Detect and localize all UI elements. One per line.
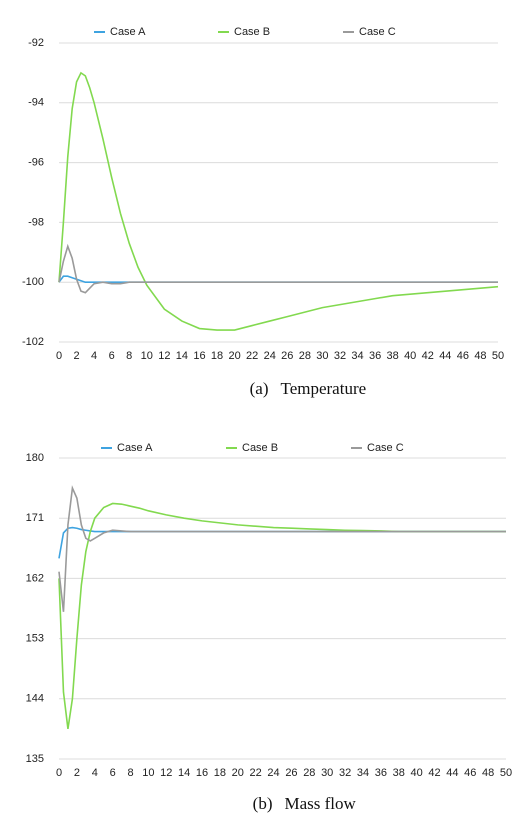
x-tick-label: 26 xyxy=(281,350,293,362)
y-tick-label: 171 xyxy=(26,512,44,524)
x-tick-label: 46 xyxy=(457,350,469,362)
x-tick-label: 46 xyxy=(464,767,476,779)
y-tick-label: 153 xyxy=(26,633,44,645)
x-tick-label: 40 xyxy=(404,350,416,362)
x-tick-label: 32 xyxy=(339,767,351,779)
x-tick-label: 36 xyxy=(375,767,387,779)
x-tick-label: 42 xyxy=(422,350,434,362)
line-series xyxy=(58,485,506,612)
line-series xyxy=(58,275,498,283)
x-tick-label: 14 xyxy=(176,350,188,362)
x-tick-label: 20 xyxy=(232,767,244,779)
x-tick-label: 10 xyxy=(142,767,154,779)
x-tick-label: 2 xyxy=(73,350,79,362)
caption-title: Temperature xyxy=(281,379,367,398)
x-tick-label: 18 xyxy=(211,350,223,362)
legend-label: Case C xyxy=(359,26,396,38)
y-tick-label: -100 xyxy=(22,276,44,288)
x-tick-label: 50 xyxy=(500,767,512,779)
x-tick-label: 0 xyxy=(56,767,62,779)
y-tick-label: -98 xyxy=(28,216,44,228)
x-tick-label: 34 xyxy=(357,767,369,779)
caption-label: (b) xyxy=(253,794,273,813)
x-tick-label: 42 xyxy=(428,767,440,779)
x-tick-label: 38 xyxy=(393,767,405,779)
x-tick-label: 34 xyxy=(351,350,363,362)
x-tick-label: 12 xyxy=(160,767,172,779)
legend-label: Case B xyxy=(242,442,278,454)
y-tick-label: -92 xyxy=(28,37,44,49)
x-tick-label: 2 xyxy=(74,767,80,779)
legend-label: Case B xyxy=(234,26,270,38)
y-tick-label: 162 xyxy=(26,572,44,584)
x-tick-label: 44 xyxy=(446,767,458,779)
x-tick-label: 28 xyxy=(303,767,315,779)
x-tick-label: 50 xyxy=(492,350,504,362)
x-tick-label: 30 xyxy=(321,767,333,779)
caption-title: Mass flow xyxy=(285,794,357,813)
x-tick-label: 22 xyxy=(246,350,258,362)
legend-label: Case A xyxy=(117,442,153,454)
x-tick-label: 16 xyxy=(196,767,208,779)
x-tick-label: 4 xyxy=(92,767,98,779)
legend-label: Case A xyxy=(110,26,146,38)
y-tick-label: -96 xyxy=(28,157,44,169)
x-tick-label: 40 xyxy=(410,767,422,779)
x-tick-label: 24 xyxy=(267,767,279,779)
x-tick-label: 10 xyxy=(141,350,153,362)
x-tick-label: 44 xyxy=(439,350,451,362)
x-tick-label: 24 xyxy=(264,350,276,362)
line-series xyxy=(58,71,499,331)
x-tick-label: 6 xyxy=(109,350,115,362)
x-tick-label: 36 xyxy=(369,350,381,362)
x-tick-label: 20 xyxy=(228,350,240,362)
y-tick-label: -94 xyxy=(28,97,44,109)
x-tick-label: 8 xyxy=(127,767,133,779)
x-tick-label: 48 xyxy=(482,767,494,779)
x-tick-label: 32 xyxy=(334,350,346,362)
y-tick-label: 135 xyxy=(26,753,44,765)
x-tick-label: 4 xyxy=(91,350,97,362)
line-series xyxy=(58,502,506,730)
legend-label: Case C xyxy=(367,442,404,454)
x-tick-label: 16 xyxy=(193,350,205,362)
caption-label: (a) xyxy=(250,379,269,398)
x-tick-label: 6 xyxy=(110,767,116,779)
y-tick-label: 144 xyxy=(26,693,44,705)
x-tick-label: 30 xyxy=(316,350,328,362)
x-tick-label: 48 xyxy=(474,350,486,362)
x-tick-label: 0 xyxy=(56,350,62,362)
x-tick-label: 26 xyxy=(285,767,297,779)
x-tick-label: 38 xyxy=(387,350,399,362)
line-series xyxy=(58,243,498,294)
x-tick-label: 12 xyxy=(158,350,170,362)
y-tick-label: -102 xyxy=(22,336,44,348)
y-tick-label: 180 xyxy=(26,452,44,464)
x-tick-label: 8 xyxy=(126,350,132,362)
x-tick-label: 14 xyxy=(178,767,190,779)
x-tick-label: 18 xyxy=(214,767,226,779)
x-tick-label: 28 xyxy=(299,350,311,362)
x-tick-label: 22 xyxy=(250,767,262,779)
